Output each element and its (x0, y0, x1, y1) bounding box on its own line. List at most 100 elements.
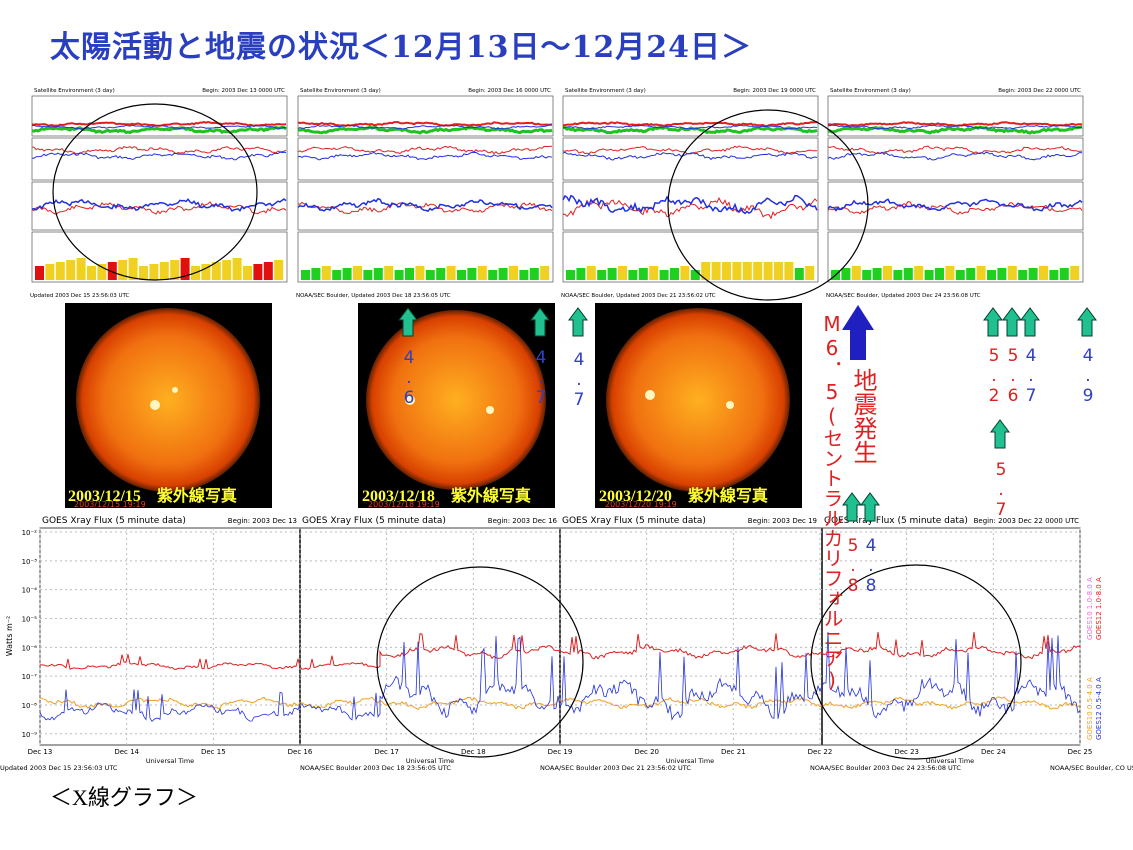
highlight-circle (810, 564, 1022, 760)
kp-bar (149, 264, 159, 280)
y-axis-label: Watts m⁻² (5, 616, 14, 657)
panel-begin: Begin: 2003 Dec 22 0000 UTC (998, 88, 1081, 94)
kp-bar (342, 268, 352, 280)
kp-bar (405, 268, 414, 280)
quake-arrow (1002, 307, 1022, 337)
kp-bar (1070, 266, 1080, 280)
kp-bar (373, 268, 383, 280)
x-axis-title: Universal Time (926, 757, 974, 765)
event-arrow (842, 305, 874, 360)
magnitude: 5.7 (991, 460, 1011, 520)
proton-green (31, 125, 287, 135)
kp-bar (118, 260, 128, 280)
highlight-circle (376, 566, 584, 758)
kp-bar (477, 266, 487, 280)
xray-footer: NOAA/SEC Boulder, CO USA (1050, 764, 1133, 772)
kp-bar (35, 266, 44, 280)
kp-bar (841, 268, 851, 280)
kp-bar (139, 266, 148, 280)
quake-arrow (398, 307, 418, 337)
kp-bar (415, 266, 425, 280)
magnitude: 4.7 (1021, 346, 1041, 406)
electron-blue (31, 151, 287, 161)
panel-begin: Begin: 2003 Dec 13 0000 UTC (202, 88, 285, 94)
x-axis-title: Universal Time (406, 757, 454, 765)
kp-bar (618, 266, 627, 280)
kp-bar (76, 258, 86, 280)
y-tick-label: 10⁻⁹ (22, 731, 38, 739)
xray-red (39, 631, 1081, 671)
kp-bar (649, 266, 659, 280)
kp-bar (862, 270, 872, 280)
quake-arrow (990, 419, 1010, 449)
y-tick-label: 10⁻⁶ (22, 644, 38, 652)
panel-frame (827, 137, 1084, 181)
kp-bar (519, 270, 529, 280)
kp-bar (107, 262, 117, 280)
x-tick-label: Dec 25 (1068, 748, 1093, 756)
kp-bar (243, 266, 252, 280)
kp-bar (498, 268, 508, 280)
kp-bar (384, 266, 394, 280)
photo-timestamp: 2003/12/15 19:19 (74, 500, 146, 509)
panel-frame (827, 95, 1084, 137)
panel-frame (297, 95, 554, 137)
kp-bar (180, 258, 190, 280)
kp-bar (711, 262, 721, 280)
y-tick-label: 10⁻⁵ (22, 615, 38, 623)
xray-blue (39, 631, 1081, 723)
x-tick-label: Dec 21 (721, 748, 746, 756)
xray-panel-title: GOES Xray Flux (5 minute data) (42, 516, 186, 526)
legend-entry: GOES10 0.5-4.0 A (1086, 677, 1094, 740)
x-tick-label: Dec 15 (201, 748, 226, 756)
y-tick-label: 10⁻² (22, 529, 38, 537)
quake-label: M6．5(セントラルカリフォルニア) (820, 312, 844, 692)
photo-timestamp: 2003/12/20 19:19 (605, 500, 677, 509)
panel-frame (562, 181, 819, 231)
kp-bar (446, 266, 456, 280)
x-tick-label: Dec 22 (808, 748, 833, 756)
panel-footer: NOAA/SEC Boulder, Updated 2003 Dec 24 23… (826, 293, 981, 299)
kp-bar (425, 270, 435, 280)
legend-entry: GOES10 1.0-8.0 A (1086, 577, 1094, 640)
kp-bar (659, 270, 669, 280)
x-tick-label: Dec 20 (634, 748, 659, 756)
xray-footer: NOAA/SEC Boulder 2003 Dec 24 23:56:08 UT… (810, 764, 961, 772)
panel-frame (297, 137, 554, 181)
mag-blue (827, 198, 1083, 212)
panel-frame (31, 181, 288, 231)
kp-bar (321, 266, 331, 280)
photo-caption: 2003/12/18 紫外線写真 (362, 488, 531, 505)
proton-green (827, 125, 1083, 135)
panel-frame (297, 231, 554, 283)
magnitude: 4.6 (399, 348, 419, 408)
kp-bar (436, 268, 446, 280)
xray-begin: Begin: 2003 Dec 19 (748, 517, 817, 525)
proton-green (298, 124, 553, 135)
electron-red (827, 145, 1083, 155)
panel-title: Satellite Environment (3 day) (300, 88, 381, 94)
quake-arrow (983, 307, 1003, 337)
kp-bar (690, 270, 700, 280)
quake-arrow (1077, 307, 1097, 337)
quake-arrow (530, 307, 550, 337)
kp-bar (701, 262, 711, 280)
panel-frame (297, 181, 554, 231)
panel-footer: Updated 2003 Dec 15 23:56:03 UTC (30, 293, 130, 299)
y-tick-label: 10⁻⁸ (22, 702, 38, 710)
kp-bar (1049, 270, 1059, 280)
x-tick-label: Dec 14 (114, 748, 139, 756)
kp-bar (55, 262, 65, 280)
quake-arrow (860, 492, 880, 522)
kp-bar (274, 260, 284, 280)
y-tick-label: 10⁻³ (22, 558, 38, 566)
panel-frame (31, 231, 288, 283)
magnitude: 4.7 (531, 348, 551, 408)
kp-bar (66, 260, 76, 280)
kp-bar (566, 270, 575, 280)
kp-bar (924, 270, 934, 280)
photo-caption: 2003/12/15 紫外線写真 (68, 488, 237, 505)
kp-bar (805, 266, 815, 280)
kp-bar (45, 264, 55, 280)
proton-red (297, 120, 553, 127)
